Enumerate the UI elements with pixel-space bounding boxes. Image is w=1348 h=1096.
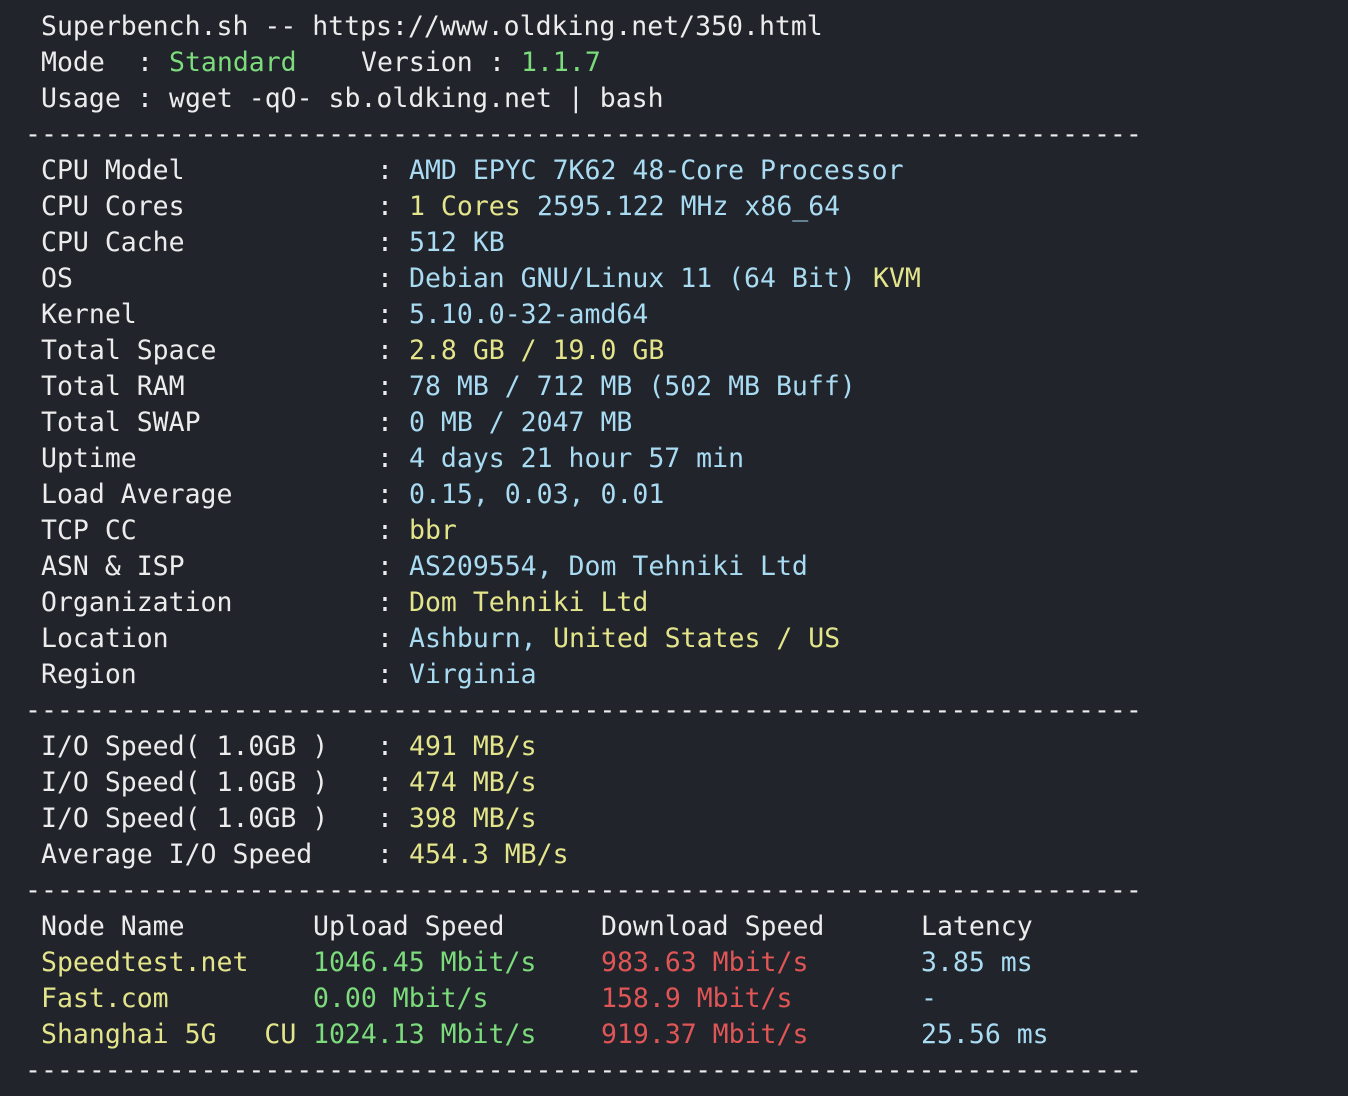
value-text: United States / US xyxy=(553,623,841,654)
value-text: 1 Cores xyxy=(409,191,521,222)
colon: : xyxy=(377,191,393,222)
separator: ----------------------------------------… xyxy=(25,875,1142,906)
colon: : xyxy=(377,299,393,330)
separator: ----------------------------------------… xyxy=(25,119,1142,150)
header-title: Superbench.sh -- https://www.oldking.net… xyxy=(41,11,823,42)
table-header: Node Name xyxy=(41,911,185,942)
value-text: 512 KB xyxy=(409,227,505,258)
value-text: AMD EPYC 7K62 48-Core Processor xyxy=(409,155,904,186)
info-label: ASN & ISP xyxy=(41,551,185,582)
table-cell: 1046.45 Mbit/s xyxy=(313,947,537,978)
info-label: Average I/O Speed xyxy=(41,839,313,870)
version-value: 1.1.7 xyxy=(521,47,601,78)
info-label: I/O Speed( 1.0GB ) xyxy=(41,767,329,798)
mode-label: Mode xyxy=(41,47,105,78)
separator: ----------------------------------------… xyxy=(25,695,1142,726)
value-text: 0 MB / 2047 MB xyxy=(409,407,633,438)
table-cell: Fast.com xyxy=(41,983,169,1014)
info-label: Total SWAP xyxy=(41,407,201,438)
table-cell: Shanghai 5G CU xyxy=(41,1019,297,1050)
colon: : xyxy=(377,407,393,438)
colon: : xyxy=(377,803,393,834)
info-label: Uptime xyxy=(41,443,137,474)
info-label: Total Space xyxy=(41,335,217,366)
colon: : xyxy=(137,47,153,78)
value-text: 4 days 21 hour 57 min xyxy=(409,443,745,474)
colon: : xyxy=(377,335,393,366)
colon: : xyxy=(489,47,505,78)
table-cell: 0.00 Mbit/s xyxy=(313,983,489,1014)
info-label: Region xyxy=(41,659,137,690)
colon: : xyxy=(137,83,153,114)
colon: : xyxy=(377,227,393,258)
value-text: Ashburn, xyxy=(409,623,537,654)
value-text: 454.3 MB/s xyxy=(409,839,569,870)
value-text: Debian GNU/Linux 11 (64 Bit) xyxy=(409,263,856,294)
info-label: Organization xyxy=(41,587,233,618)
colon: : xyxy=(377,767,393,798)
colon: : xyxy=(377,839,393,870)
separator: ----------------------------------------… xyxy=(25,1055,1142,1086)
table-header: Upload Speed xyxy=(313,911,505,942)
colon: : xyxy=(377,659,393,690)
info-label: Location xyxy=(41,623,169,654)
table-cell: 1024.13 Mbit/s xyxy=(313,1019,537,1050)
colon: : xyxy=(377,587,393,618)
table-cell: - xyxy=(921,983,937,1014)
info-label: Total RAM xyxy=(41,371,185,402)
info-label: Load Average xyxy=(41,479,233,510)
colon: : xyxy=(377,443,393,474)
colon: : xyxy=(377,371,393,402)
usage-value: wget -qO- sb.oldking.net | bash xyxy=(169,83,664,114)
usage-label: Usage xyxy=(41,83,121,114)
value-text: 2595.122 MHz x86_64 xyxy=(537,191,841,222)
value-text: bbr xyxy=(409,515,457,546)
value-text: 5.10.0-32-amd64 xyxy=(409,299,649,330)
table-cell: 25.56 ms xyxy=(921,1019,1049,1050)
table-cell: 919.37 Mbit/s xyxy=(601,1019,809,1050)
table-cell: 3.85 ms xyxy=(921,947,1033,978)
info-label: CPU Cores xyxy=(41,191,185,222)
value-text: Dom Tehniki Ltd xyxy=(409,587,649,618)
value-text: 398 MB/s xyxy=(409,803,537,834)
table-cell: 983.63 Mbit/s xyxy=(601,947,809,978)
colon: : xyxy=(377,623,393,654)
table-header: Latency xyxy=(921,911,1033,942)
value-text: AS209554, Dom Tehniki Ltd xyxy=(409,551,808,582)
table-header: Download Speed xyxy=(601,911,825,942)
colon: : xyxy=(377,155,393,186)
version-label: Version xyxy=(361,47,473,78)
colon: : xyxy=(377,263,393,294)
info-label: Kernel xyxy=(41,299,137,330)
info-label: TCP CC xyxy=(41,515,137,546)
value-text: 474 MB/s xyxy=(409,767,537,798)
value-text: 0.15, 0.03, 0.01 xyxy=(409,479,665,510)
info-label: CPU Cache xyxy=(41,227,185,258)
table-cell: Speedtest.net xyxy=(41,947,249,978)
value-text: 78 MB / 712 MB (502 MB Buff) xyxy=(409,371,856,402)
info-label: I/O Speed( 1.0GB ) xyxy=(41,731,329,762)
value-text: 2.8 GB / 19.0 GB xyxy=(409,335,665,366)
info-label: CPU Model xyxy=(41,155,185,186)
colon: : xyxy=(377,515,393,546)
table-cell: 158.9 Mbit/s xyxy=(601,983,793,1014)
colon: : xyxy=(377,551,393,582)
mode-value: Standard xyxy=(169,47,297,78)
value-text: KVM xyxy=(873,263,921,294)
colon: : xyxy=(377,731,393,762)
value-text: Virginia xyxy=(409,659,537,690)
info-label: I/O Speed( 1.0GB ) xyxy=(41,803,329,834)
value-text: 491 MB/s xyxy=(409,731,537,762)
info-label: OS xyxy=(41,263,73,294)
colon: : xyxy=(377,479,393,510)
